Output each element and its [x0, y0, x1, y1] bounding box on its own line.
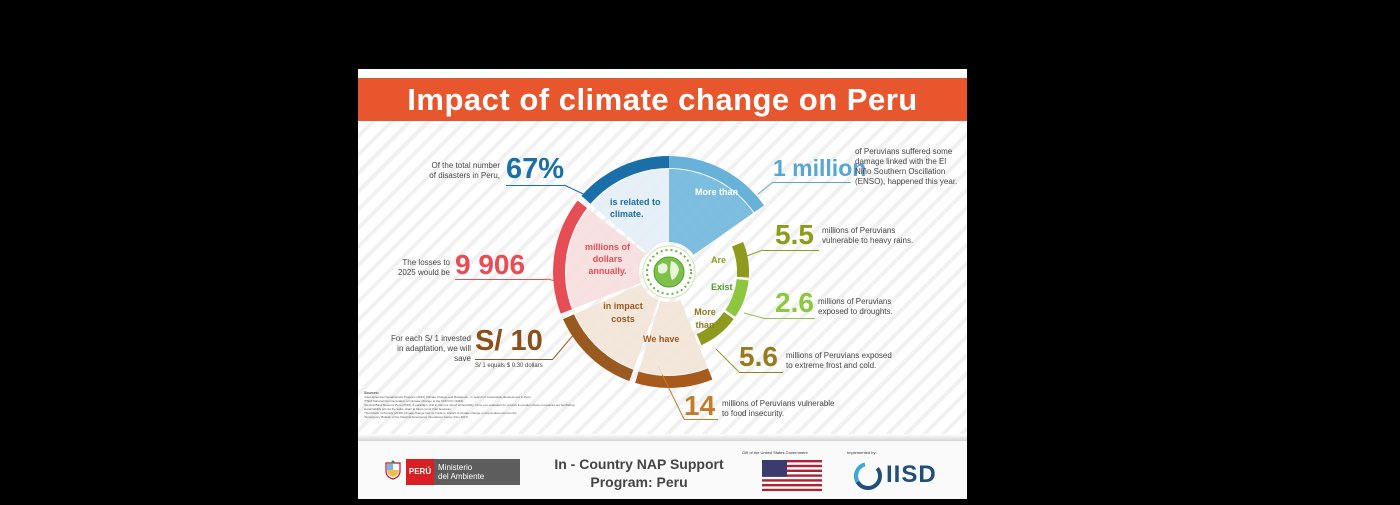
source-line: ⁴Stockholm University (2018) Climate cha…	[364, 411, 518, 415]
ring-segment-droughts	[725, 279, 749, 317]
peru-coat-of-arms-icon	[384, 460, 402, 480]
million-text: of Peruvians suffered some damage linked…	[855, 147, 958, 186]
ring-label-more-than-million: More than	[695, 187, 739, 197]
program-title-1: In - Country NAP Support	[554, 456, 724, 472]
losses-underline	[455, 279, 547, 280]
disasters-intro: Of the total number of disasters in Peru…	[429, 161, 500, 180]
globe-icon	[642, 245, 696, 299]
ring-label-frost: More than	[694, 307, 716, 330]
droughts-text: millions of Peruvians exposed to drought…	[818, 297, 893, 316]
frost-value: 5.6	[739, 341, 778, 372]
rains-text: millions of Peruvians vulnerable to heav…	[822, 226, 914, 245]
ring-segment-frost	[696, 311, 734, 346]
iisd-text: IISD	[886, 461, 937, 488]
iisd-logo-icon	[853, 461, 883, 491]
ring-segment-disasters	[581, 156, 669, 204]
ring-segment-rains	[732, 242, 749, 278]
disasters-underline	[506, 185, 564, 186]
footer-shadow	[358, 434, 967, 443]
food-text: millions of Peruvians vulnerable to food…	[722, 399, 835, 418]
savings-intro: For each S/ 1 invested in adaptation, we…	[390, 334, 471, 363]
million-value: 1 million	[773, 155, 867, 181]
ring-segment-food	[635, 368, 713, 388]
sources-heading: Sources:	[364, 391, 379, 395]
program-title-2: Program: Peru	[590, 474, 688, 490]
infographic-card: Impact of climate change on Peru is rela…	[358, 69, 967, 499]
inner-wedge-losses	[566, 208, 646, 309]
inner-wedge-million	[669, 169, 754, 255]
ring-segments	[546, 156, 774, 420]
title-banner: Impact of climate change on Peru	[358, 78, 967, 121]
source-line: ²Third National Communication on Climate…	[364, 399, 465, 403]
million-underline	[773, 182, 851, 183]
connector-frost	[715, 348, 740, 373]
inner-wedge-savings	[574, 284, 659, 369]
connector-million	[757, 181, 774, 195]
source-line: ³Central Bank Reserve Peru (2018). A par…	[364, 403, 575, 407]
frost-text: millions of Peruvians exposed to extreme…	[786, 351, 892, 370]
footer: PERÚ Ministerio del Ambiente In - Countr…	[358, 441, 967, 499]
connector-food	[657, 365, 685, 420]
ring-label-droughts: Exist	[711, 282, 733, 292]
ring-segment-savings	[563, 314, 634, 382]
source-line: ⁵Emergency Bulletin of the National Emer…	[364, 415, 470, 419]
ring-label-losses: millions of dollars annually.	[585, 242, 630, 276]
disasters-value: 67%	[506, 153, 565, 185]
donut-chart	[546, 156, 774, 420]
connector-disasters	[563, 184, 595, 200]
droughts-value: 2.6	[775, 287, 814, 318]
implemented-label: Implemented by:	[847, 450, 877, 455]
us-flag-icon	[762, 460, 822, 491]
droughts-underline	[763, 318, 815, 319]
inner-wedge-disasters	[591, 169, 669, 253]
ring-label-savings: in impact costs	[603, 301, 643, 324]
ring-segment-losses	[553, 200, 588, 314]
ministry-logo: PERÚ Ministerio del Ambiente	[406, 459, 520, 485]
food-underline	[684, 419, 718, 420]
losses-intro: The losses to 2025 would be	[397, 258, 450, 277]
savings-underline	[475, 359, 553, 360]
rains-value: 5.5	[775, 219, 814, 250]
inner-wedges	[566, 169, 754, 375]
ring-segment-million	[669, 156, 765, 213]
connector-losses	[546, 278, 557, 282]
frost-underline	[739, 372, 783, 373]
source-line: sustainability across the value chain to…	[364, 407, 452, 411]
savings-value: S/ 10	[475, 325, 543, 357]
food-value: 14	[684, 390, 716, 421]
gift-label: Gift of the United States Government	[742, 450, 808, 455]
sources: Sources: ¹Inter-American Development Pro…	[364, 391, 664, 419]
ministry-brand: PERÚ	[406, 459, 434, 485]
connector-rains	[743, 249, 764, 258]
ring-label-disasters: is related to climate.	[610, 197, 661, 219]
source-line: ¹Inter-American Development Program (201…	[364, 395, 532, 399]
rains-underline	[763, 250, 819, 251]
connector-droughts	[743, 312, 764, 319]
ministry-name-2: del Ambiente	[438, 472, 485, 481]
inner-wedge-food	[638, 299, 708, 375]
connector-savings	[552, 326, 581, 360]
losses-value: 9 906	[455, 249, 526, 280]
ring-label-food: We have	[643, 334, 680, 344]
ministry-name-1: Ministerio	[438, 463, 473, 472]
savings-note: S/ 1 equals $ 0.30 dollars	[475, 363, 543, 369]
ring-label-rains: Are	[711, 255, 727, 265]
